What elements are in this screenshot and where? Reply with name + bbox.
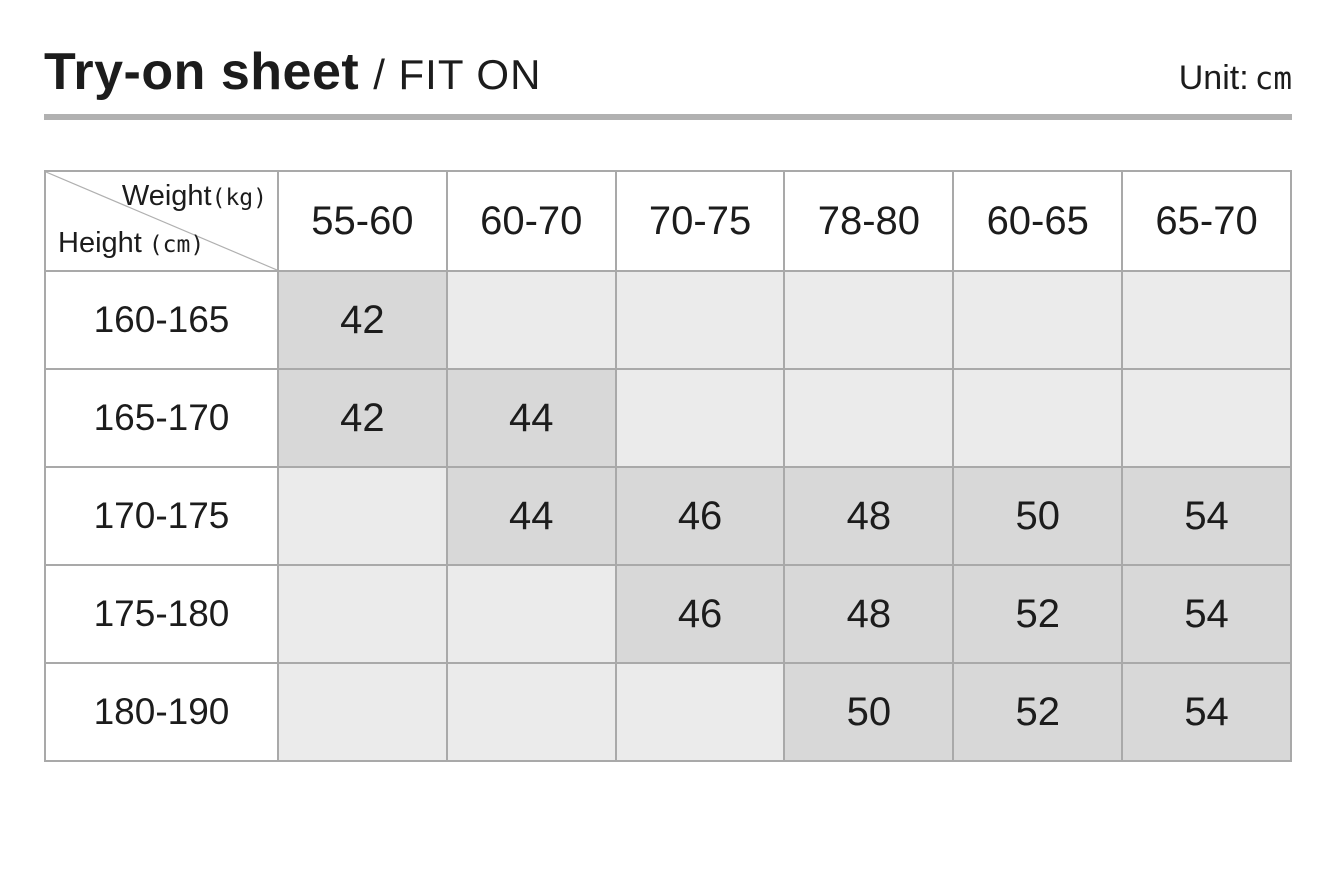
weight-label-text: Weight — [121, 180, 212, 212]
corner-height-label: Height (cm) — [58, 227, 204, 260]
size-cell: 54 — [1121, 564, 1292, 664]
size-cell — [445, 662, 617, 762]
title-divider — [44, 114, 1292, 120]
weight-unit-text: (kg) — [211, 185, 267, 211]
size-chart-table: Weight(kg) Height (cm) 55-60 60-70 70-75 … — [44, 170, 1292, 762]
page-subtitle: / FIT ON — [373, 51, 542, 98]
size-cell — [277, 662, 448, 762]
size-cell: 46 — [614, 564, 786, 664]
height-row-header: 170-175 — [44, 466, 279, 566]
size-cell: 50 — [952, 466, 1124, 566]
page-header: Try-on sheet / FIT ON Unit: cm — [44, 42, 1292, 102]
size-cell — [952, 368, 1124, 468]
size-cell: 52 — [952, 564, 1124, 664]
size-cell — [783, 270, 955, 370]
size-cell — [277, 564, 448, 664]
table-header-row: Weight(kg) Height (cm) 55-60 60-70 70-75 … — [44, 170, 1292, 272]
table-row: 180-190 50 52 54 — [44, 662, 1292, 762]
height-row-header: 180-190 — [44, 662, 279, 762]
unit-value: cm — [1254, 61, 1292, 97]
size-cell: 44 — [445, 466, 617, 566]
size-cell — [1121, 368, 1292, 468]
size-cell: 48 — [783, 564, 955, 664]
table-row: 170-175 44 46 48 50 54 — [44, 466, 1292, 566]
size-cell — [1121, 270, 1292, 370]
size-cell: 52 — [952, 662, 1124, 762]
size-cell — [614, 662, 786, 762]
weight-column-header: 60-70 — [445, 170, 617, 272]
size-cell: 44 — [445, 368, 617, 468]
weight-column-header: 70-75 — [614, 170, 786, 272]
weight-column-header: 60-65 — [952, 170, 1124, 272]
size-cell: 46 — [614, 466, 786, 566]
size-cell: 54 — [1121, 662, 1292, 762]
size-cell — [952, 270, 1124, 370]
size-cell — [783, 368, 955, 468]
table-row: 160-165 42 — [44, 270, 1292, 370]
weight-column-header: 78-80 — [783, 170, 955, 272]
height-row-header: 165-170 — [44, 368, 279, 468]
table-row: 175-180 46 48 52 54 — [44, 564, 1292, 664]
size-cell — [277, 466, 448, 566]
unit-label: Unit: — [1178, 59, 1249, 97]
size-cell — [614, 368, 786, 468]
table-row: 165-170 42 44 — [44, 368, 1292, 468]
height-row-header: 160-165 — [44, 270, 279, 370]
size-cell: 54 — [1121, 466, 1292, 566]
diagonal-divider-line — [46, 172, 277, 270]
height-label-text: Height — [58, 227, 142, 259]
size-cell: 50 — [783, 662, 955, 762]
corner-weight-label: Weight(kg) — [122, 180, 267, 213]
unit-note: Unit: cm — [1179, 59, 1292, 98]
height-unit-text: (cm) — [148, 232, 205, 258]
size-cell: 48 — [783, 466, 955, 566]
corner-cell: Weight(kg) Height (cm) — [44, 170, 279, 272]
size-cell: 42 — [277, 368, 448, 468]
size-cell: 42 — [277, 270, 448, 370]
page-title: Try-on sheet — [44, 43, 360, 101]
height-row-header: 175-180 — [44, 564, 279, 664]
size-cell — [445, 270, 617, 370]
weight-column-header: 55-60 — [277, 170, 448, 272]
size-cell — [614, 270, 786, 370]
size-cell — [445, 564, 617, 664]
weight-column-header: 65-70 — [1121, 170, 1292, 272]
